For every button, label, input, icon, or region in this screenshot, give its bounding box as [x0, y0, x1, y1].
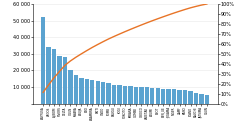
Bar — [123, 86, 127, 104]
Bar — [101, 82, 105, 104]
Bar — [90, 80, 94, 104]
Bar — [161, 89, 166, 104]
Bar — [145, 88, 149, 104]
Bar — [46, 47, 51, 104]
Bar — [166, 89, 171, 104]
Bar — [139, 87, 143, 104]
Bar — [63, 57, 67, 104]
Bar — [117, 86, 122, 104]
Bar — [96, 81, 100, 104]
Bar — [134, 87, 138, 104]
Bar — [199, 94, 204, 104]
Bar — [79, 78, 84, 104]
Bar — [205, 95, 209, 104]
Bar — [68, 70, 72, 104]
Bar — [52, 49, 56, 104]
Bar — [84, 79, 89, 104]
Bar — [106, 83, 111, 104]
Bar — [194, 93, 198, 104]
Bar — [178, 90, 182, 104]
Bar — [150, 88, 154, 104]
Bar — [183, 90, 187, 104]
Bar — [156, 88, 160, 104]
Bar — [57, 56, 62, 104]
Bar — [188, 91, 193, 104]
Bar — [172, 90, 176, 104]
Bar — [112, 85, 116, 104]
Bar — [41, 17, 45, 104]
Bar — [128, 86, 133, 104]
Bar — [74, 76, 78, 104]
